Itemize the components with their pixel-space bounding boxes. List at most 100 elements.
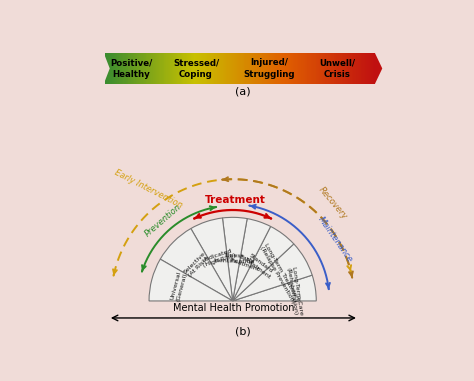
Polygon shape [354,53,355,84]
Polygon shape [113,53,114,84]
Polygon shape [127,53,128,84]
Polygon shape [109,53,110,84]
Polygon shape [203,53,204,84]
Polygon shape [234,53,235,84]
Polygon shape [265,53,266,84]
Polygon shape [297,53,298,84]
Text: Treatment: Treatment [205,195,266,205]
Polygon shape [229,53,230,84]
Polygon shape [106,53,107,84]
Polygon shape [242,53,243,84]
Polygon shape [309,53,310,84]
Polygon shape [261,53,262,84]
Polygon shape [278,53,279,84]
Polygon shape [114,53,115,84]
Polygon shape [164,53,165,84]
Polygon shape [192,53,193,84]
Polygon shape [182,53,183,84]
Polygon shape [119,53,120,84]
Polygon shape [248,53,249,84]
Polygon shape [212,53,213,84]
Polygon shape [285,53,286,84]
Polygon shape [352,53,353,84]
Polygon shape [115,53,116,84]
Polygon shape [191,53,192,84]
Polygon shape [307,53,308,84]
Wedge shape [233,275,316,301]
Polygon shape [194,53,195,84]
Polygon shape [163,53,164,84]
Polygon shape [188,53,189,84]
Polygon shape [328,53,329,84]
Polygon shape [250,53,251,84]
Polygon shape [253,53,254,84]
Polygon shape [286,53,287,84]
Wedge shape [222,217,247,301]
Polygon shape [364,53,365,84]
Polygon shape [238,53,239,84]
Polygon shape [321,53,322,84]
Polygon shape [158,53,159,84]
Polygon shape [134,53,135,84]
Polygon shape [226,53,227,84]
Polygon shape [277,53,278,84]
Text: Universal
(General): Universal (General) [170,271,188,302]
Text: Prevention: Prevention [143,202,182,239]
Text: Unwell/
Crisis: Unwell/ Crisis [319,58,355,78]
Polygon shape [213,53,214,84]
Polygon shape [145,53,146,84]
Polygon shape [144,53,145,84]
Polygon shape [187,53,188,84]
Polygon shape [167,53,168,84]
Polygon shape [339,53,340,84]
Polygon shape [148,53,149,84]
Polygon shape [368,53,369,84]
Polygon shape [367,53,368,84]
Polygon shape [153,53,154,84]
Wedge shape [149,259,233,301]
Polygon shape [290,53,291,84]
Polygon shape [175,53,176,84]
Polygon shape [324,53,325,84]
Polygon shape [340,53,341,84]
Polygon shape [228,53,229,84]
Polygon shape [254,53,255,84]
Polygon shape [283,53,284,84]
Polygon shape [173,53,174,84]
Polygon shape [343,53,344,84]
Polygon shape [225,53,226,84]
Polygon shape [305,53,306,84]
Polygon shape [355,53,356,84]
Polygon shape [235,53,236,84]
Polygon shape [185,53,186,84]
Polygon shape [169,53,170,84]
Polygon shape [146,53,147,84]
Polygon shape [347,53,348,84]
Wedge shape [160,229,233,301]
Polygon shape [172,53,173,84]
Polygon shape [196,53,197,84]
Polygon shape [270,53,271,84]
Polygon shape [201,53,202,84]
Polygon shape [214,53,215,84]
Polygon shape [112,53,113,84]
Polygon shape [241,53,242,84]
Text: Long-Term Treatment
(Relapse Prevention): Long-Term Treatment (Relapse Prevention) [258,242,301,305]
Polygon shape [156,53,157,84]
Polygon shape [337,53,338,84]
Polygon shape [122,53,123,84]
Polygon shape [200,53,201,84]
Polygon shape [301,53,302,84]
Polygon shape [111,53,112,84]
Polygon shape [118,53,119,84]
Polygon shape [137,53,138,84]
Polygon shape [176,53,177,84]
Polygon shape [179,53,180,84]
Polygon shape [220,53,221,84]
Polygon shape [279,53,280,84]
Polygon shape [319,53,320,84]
Polygon shape [276,53,277,84]
Polygon shape [332,53,333,84]
Polygon shape [206,53,207,84]
Polygon shape [202,53,203,84]
